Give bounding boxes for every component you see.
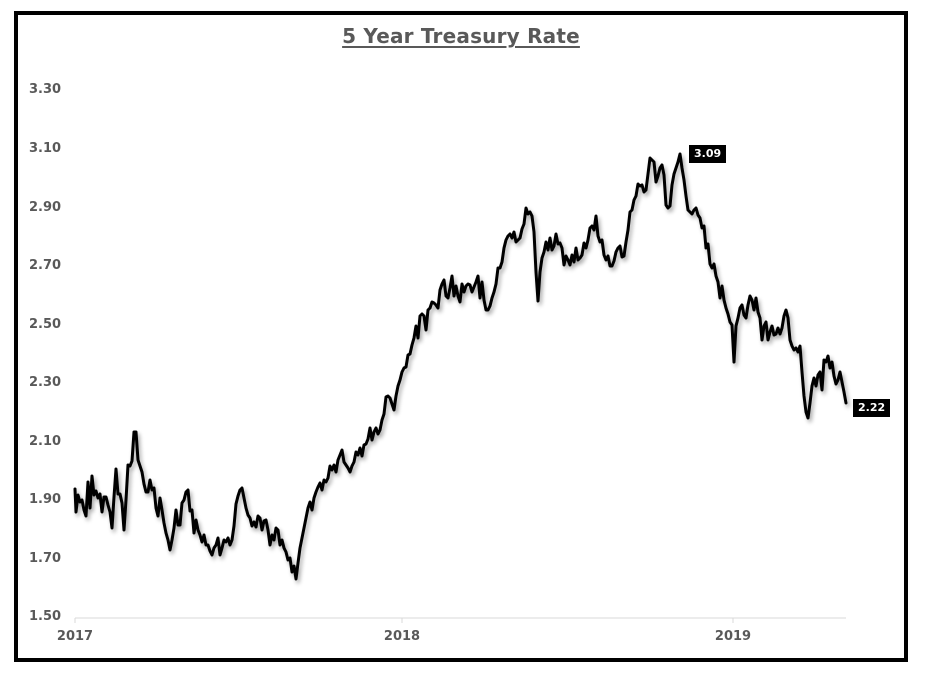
x-tick-2019: 2019: [714, 629, 752, 644]
peak-value-label: 3.09: [689, 145, 727, 163]
y-tick-2-90: 2.90: [29, 200, 62, 215]
rate-line: [73, 152, 848, 581]
y-tick-3-30: 3.30: [29, 82, 62, 97]
x-tick-2017: 2017: [56, 629, 94, 644]
y-tick-2-50: 2.50: [29, 317, 62, 332]
y-tick-3-10: 3.10: [29, 141, 62, 156]
y-tick-2-70: 2.70: [29, 258, 62, 273]
chart-frame: [14, 11, 908, 662]
y-tick-1-50: 1.50: [29, 609, 62, 624]
chart-title: 5 Year Treasury Rate: [342, 24, 580, 48]
y-tick-1-70: 1.70: [29, 551, 62, 566]
x-axis: [74, 617, 846, 623]
last-value-label: 2.22: [853, 399, 891, 417]
y-tick-2-10: 2.10: [29, 434, 62, 449]
x-tick-2018: 2018: [383, 629, 421, 644]
y-tick-1-90: 1.90: [29, 492, 62, 507]
y-tick-2-30: 2.30: [29, 375, 62, 390]
